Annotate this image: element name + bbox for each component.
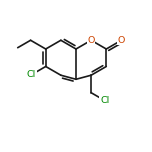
Text: O: O	[87, 36, 95, 45]
Text: Cl: Cl	[27, 70, 36, 79]
Text: O: O	[118, 36, 125, 45]
Text: Cl: Cl	[100, 96, 109, 105]
